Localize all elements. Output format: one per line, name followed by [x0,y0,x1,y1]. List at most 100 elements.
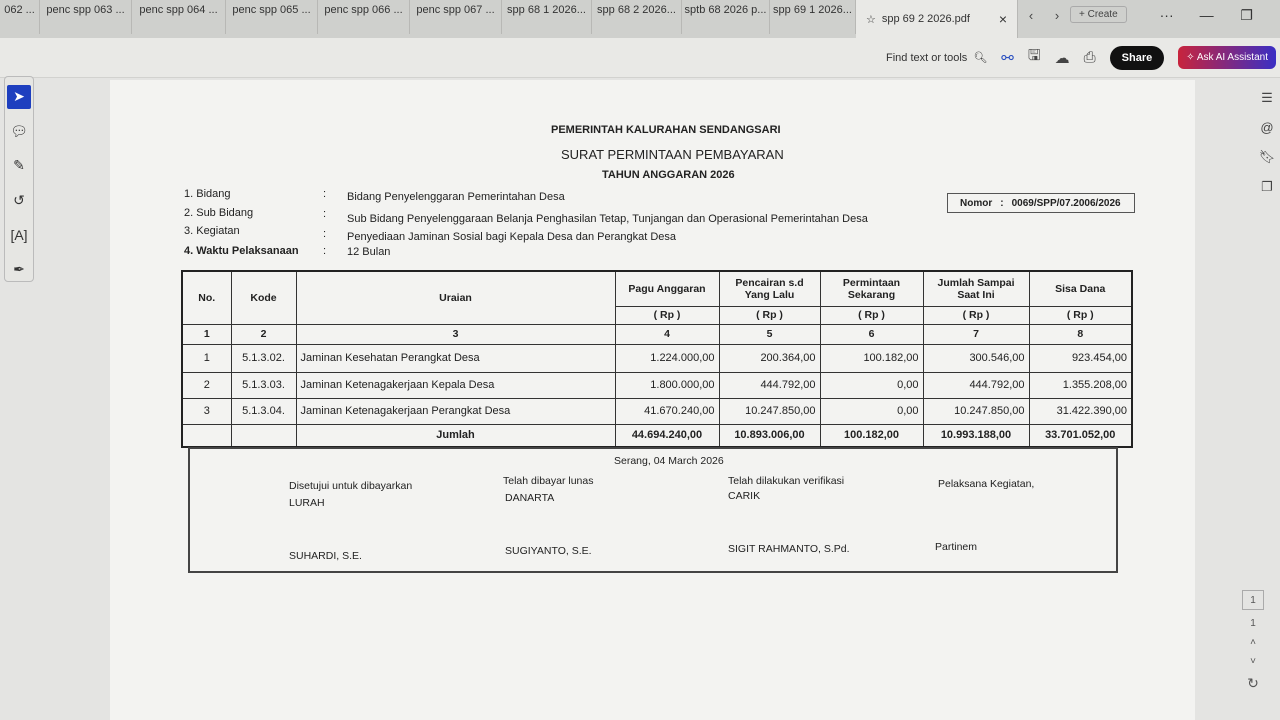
col-header: Pagu Anggaran [614,270,720,307]
unit-cell: ( Rp ) [922,305,1030,325]
chevron-right-icon[interactable]: › [1054,7,1060,23]
create-button[interactable]: + Create [1070,6,1127,23]
print-icon[interactable]: ⎙ [1083,49,1096,66]
pen-icon[interactable]: ✎ [13,157,25,174]
tab[interactable]: penc spp 067 ... [410,0,502,34]
page-number-input[interactable]: 1 [1242,590,1264,610]
col-number: 7 [922,323,1030,345]
text-select-icon[interactable]: [A] [10,226,28,243]
nomor-box: Nomor : 0069/SPP/07.2006/2026 [947,193,1135,213]
compare-icon[interactable]: ⚯ [1001,49,1014,67]
sig-title: Pelaksana Kegiatan, [938,478,1035,490]
page-nav: 1 1 ˄ ˅ ↻ [1242,590,1264,692]
doc-title: SURAT PERMINTAAN PEMBAYARAN [561,147,784,162]
lasso-icon[interactable]: ↺ [13,191,25,208]
total-cell: 10.993.188,00 [922,423,1030,448]
signature-box: Serang, 04 March 2026 Disetujui untuk di… [188,447,1118,573]
panel-icon[interactable]: ☰ [1261,90,1273,105]
col-header: Pencairan s.d Yang Lalu [718,270,821,307]
col-header: No. [181,270,232,325]
sign-icon[interactable]: ✒ [13,260,25,277]
field-label: 2. Sub Bidang [184,207,254,219]
tab[interactable]: spp 68 2 2026... [592,0,682,34]
cursor-icon[interactable]: ➤ [7,85,31,109]
minimize-icon[interactable]: — [1199,7,1214,23]
col-number: 8 [1028,323,1133,345]
chevron-up-icon[interactable]: ˄ [1250,637,1256,648]
cell: 200.364,00 [718,343,821,373]
star-icon[interactable]: ☆ [866,13,876,26]
field-value: 12 Bulan [347,246,391,258]
table-row: 2 5.1.3.03. Jaminan Ketenagakerjaan Kepa… [181,371,1133,399]
cell: Jaminan Ketenagakerjaan Kepala Desa [295,371,616,399]
total-cell: 100.182,00 [819,423,924,448]
bookmark-icon[interactable]: 🔖︎ [1258,149,1276,164]
field-label: 4. Waktu Pelaksanaan [184,245,299,257]
tab-bar: 062 ... penc spp 063 ... penc spp 064 ..… [0,0,1280,38]
cell: 10.247.850,00 [718,397,821,425]
org-name: PEMERINTAH KALURAHAN SENDANGSARI [551,124,781,136]
unit-cell: ( Rp ) [614,305,720,325]
cell: 923.454,00 [1028,343,1133,373]
nomor-label: Nomor [960,197,993,209]
tab[interactable]: penc spp 065 ... [226,0,318,34]
tab[interactable]: sptb 68 2026 p... [682,0,770,34]
more-icon[interactable]: ··· [1159,7,1174,23]
tab[interactable]: spp 69 1 2026... [770,0,856,34]
cell: 0,00 [819,397,924,425]
nomor-value: 0069/SPP/07.2006/2026 [1011,197,1121,209]
cell: 444.792,00 [718,371,821,399]
cell: 5.1.3.02. [230,343,297,373]
sig-role: CARIK [728,490,761,502]
field-value: Sub Bidang Penyelenggaraan Belanja Pengh… [347,213,868,225]
col-header: Uraian [295,270,616,325]
tab-active[interactable]: ☆ spp 69 2 2026.pdf × [856,0,1018,38]
tab[interactable]: spp 68 1 2026... [502,0,592,34]
tab[interactable]: penc spp 064 ... [132,0,226,34]
create-label: Create [1087,9,1118,20]
save-icon[interactable]: 🖫 [1027,47,1041,64]
cell: 3 [181,397,232,425]
col-number: 6 [819,323,924,345]
tab[interactable]: 062 ... [0,0,40,34]
col-header: Jumlah Sampai Saat Ini [922,270,1030,307]
cell: 1.224.000,00 [614,343,720,373]
close-icon[interactable]: × [998,11,1007,27]
cell: 5.1.3.04. [230,397,297,425]
cell: 444.792,00 [922,371,1030,399]
toolbar: Find text or tools 🔍︎ ⚯ 🖫 ☁ ⎙ Share ✧ Ask… [0,38,1280,78]
sig-name: SIGIT RAHMANTO, S.Pd. [728,543,850,555]
col-header: Permintaan Sekarang [819,270,924,307]
table-row: 3 5.1.3.04. Jaminan Ketenagakerjaan Pera… [181,397,1133,425]
col-header: Sisa Dana [1028,270,1133,307]
find-label: Find text or tools [885,51,968,64]
restore-icon[interactable]: ❐ [1240,6,1253,23]
colon: : [1000,197,1004,209]
doc-year: TAHUN ANGGARAN 2026 [602,169,735,181]
pages-icon[interactable]: ❐ [1261,179,1273,194]
comments-icon[interactable]: @ [1260,120,1274,135]
comment-icon[interactable]: 💬︎ [10,122,28,139]
ai-icon: ✧ [1186,52,1197,63]
total-cell: 10.893.006,00 [718,423,821,448]
col-number: 1 [181,323,232,345]
find-tools-button[interactable]: Find text or tools 🔍︎ [885,51,987,65]
ask-ai-button[interactable]: ✧ Ask AI Assistant [1178,46,1276,69]
chevron-left-icon[interactable]: ‹ [1028,7,1034,23]
colon: : [323,188,327,200]
colon: : [323,245,327,257]
share-button[interactable]: Share [1109,45,1165,70]
page-total: 1 [1250,618,1256,629]
chevron-down-icon[interactable]: ˅ [1250,656,1256,667]
col-number: 3 [295,323,616,345]
sig-name: Partinem [935,541,978,553]
refresh-icon[interactable]: ↻ [1247,675,1259,691]
tab[interactable]: penc spp 066 ... [318,0,410,34]
total-label: Jumlah [295,423,616,448]
cloud-upload-icon[interactable]: ☁ [1054,49,1070,67]
tab-label: spp 69 2 2026.pdf [881,13,970,25]
cell: 300.546,00 [922,343,1030,373]
tab[interactable]: penc spp 063 ... [40,0,132,34]
cell: 100.182,00 [819,343,924,373]
cell: 0,00 [819,371,924,399]
